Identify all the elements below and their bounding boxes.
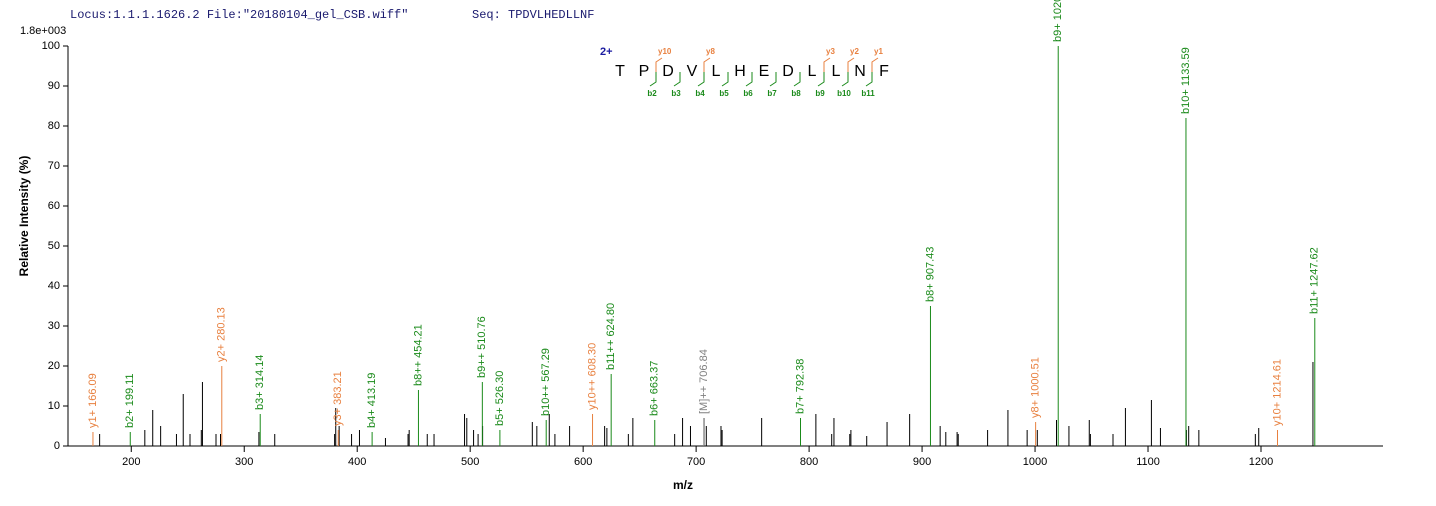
peak-label: b3+ 314.14 [254,355,266,410]
peak-label: b2+ 199.11 [124,373,136,428]
x-tick-label: 300 [235,456,253,468]
y-tick-label: 20 [48,360,60,372]
b-ion-label: b2 [647,89,657,98]
b-ion-label: b6 [743,89,753,98]
y-tick-label: 90 [48,80,60,92]
b-bracket [721,72,729,87]
x-tick-label: 1000 [1023,456,1047,468]
peak-label: y1+ 166.09 [87,373,99,428]
sequence-label: Seq: TPDVLHEDLLNF [472,8,594,22]
residue: V [687,63,698,80]
b-ion-label: b7 [767,89,777,98]
y-bracket [847,57,855,72]
peak-label: [M]++ 706.84 [698,349,710,414]
y-tick-label: 40 [48,280,60,292]
residue: D [782,63,794,80]
y-ion-label: y2 [850,47,859,56]
x-tick-label: 900 [913,456,931,468]
peak-label: b5+ 526.30 [494,371,506,426]
scale-label: 1.8e+003 [20,25,66,37]
residue: L [832,63,841,80]
peak-label: b11+ 1247.62 [1309,247,1321,314]
residue: E [759,63,770,80]
peak-label: b4+ 413.19 [366,373,378,428]
b-ion-label: b3 [671,89,681,98]
peak-label: b9+ 1020.51 [1052,0,1064,42]
y-tick-label: 100 [42,40,60,52]
y-bracket [655,57,663,72]
peak-label: b10++ 567.29 [540,348,552,416]
b-ion-label: b10 [837,89,851,98]
peak-label: b10+ 1133.59 [1180,47,1192,114]
peak-label: b9++ 510.76 [476,316,488,378]
x-tick-label: 1200 [1249,456,1273,468]
b-bracket [865,72,873,87]
y-axis-label: Relative Intensity (%) [17,156,31,277]
y-tick-label: 80 [48,120,60,132]
x-tick-label: 200 [122,456,140,468]
b-bracket [841,72,849,87]
y-tick-label: 50 [48,240,60,252]
y-bracket [703,57,711,72]
y-tick-label: 60 [48,200,60,212]
b-bracket [793,72,801,87]
residue: F [879,63,889,80]
y-ion-label: y3 [826,47,835,56]
peak-label: y8+ 1000.51 [1030,357,1042,418]
y-ion-label: y8 [706,47,715,56]
residue: T [615,63,625,80]
peak-label: y2+ 280.13 [216,307,228,362]
residue: L [712,63,721,80]
peak-label: y10++ 608.30 [586,343,598,410]
y-tick-label: 70 [48,160,60,172]
b-ion-label: b11 [861,89,875,98]
peak-label: b8+ 907.43 [924,247,936,302]
y-ion-label: y10 [658,47,672,56]
y-bracket [823,57,831,72]
residue: P [639,63,650,80]
peak-label: b11++ 624.80 [605,303,617,370]
peak-label: y3+ 383.21 [332,371,344,426]
peak-label: b8++ 454.21 [412,324,424,386]
b-bracket [817,72,825,87]
x-tick-label: 1100 [1136,456,1160,468]
x-tick-label: 600 [574,456,592,468]
y-ion-label: y1 [874,47,883,56]
b-bracket [769,72,777,87]
b-ion-label: b4 [695,89,705,98]
x-tick-label: 500 [461,456,479,468]
y-tick-label: 30 [48,320,60,332]
b-bracket [745,72,753,87]
peak-label: b6+ 663.37 [649,361,661,416]
x-tick-label: 700 [687,456,705,468]
b-ion-label: b9 [815,89,825,98]
header: Locus:1.1.1.1626.2 File:"20180104_gel_CS… [70,8,408,22]
residue: D [662,63,674,80]
b-ion-label: b8 [791,89,801,98]
x-tick-label: 800 [800,456,818,468]
x-tick-label: 400 [348,456,366,468]
y-bracket [871,57,879,72]
y-tick-label: 0 [54,440,60,452]
x-axis-label: m/z [673,478,693,492]
b-bracket [649,72,657,87]
peak-label: y10+ 1214.61 [1271,359,1283,426]
b-bracket [697,72,705,87]
residue: H [734,63,746,80]
peak-label: b7+ 792.38 [794,359,806,414]
b-bracket [673,72,681,87]
residue: N [854,63,866,80]
b-ion-label: b5 [719,89,729,98]
residue: L [808,63,817,80]
charge-label: 2+ [600,46,613,58]
y-tick-label: 10 [48,400,60,412]
